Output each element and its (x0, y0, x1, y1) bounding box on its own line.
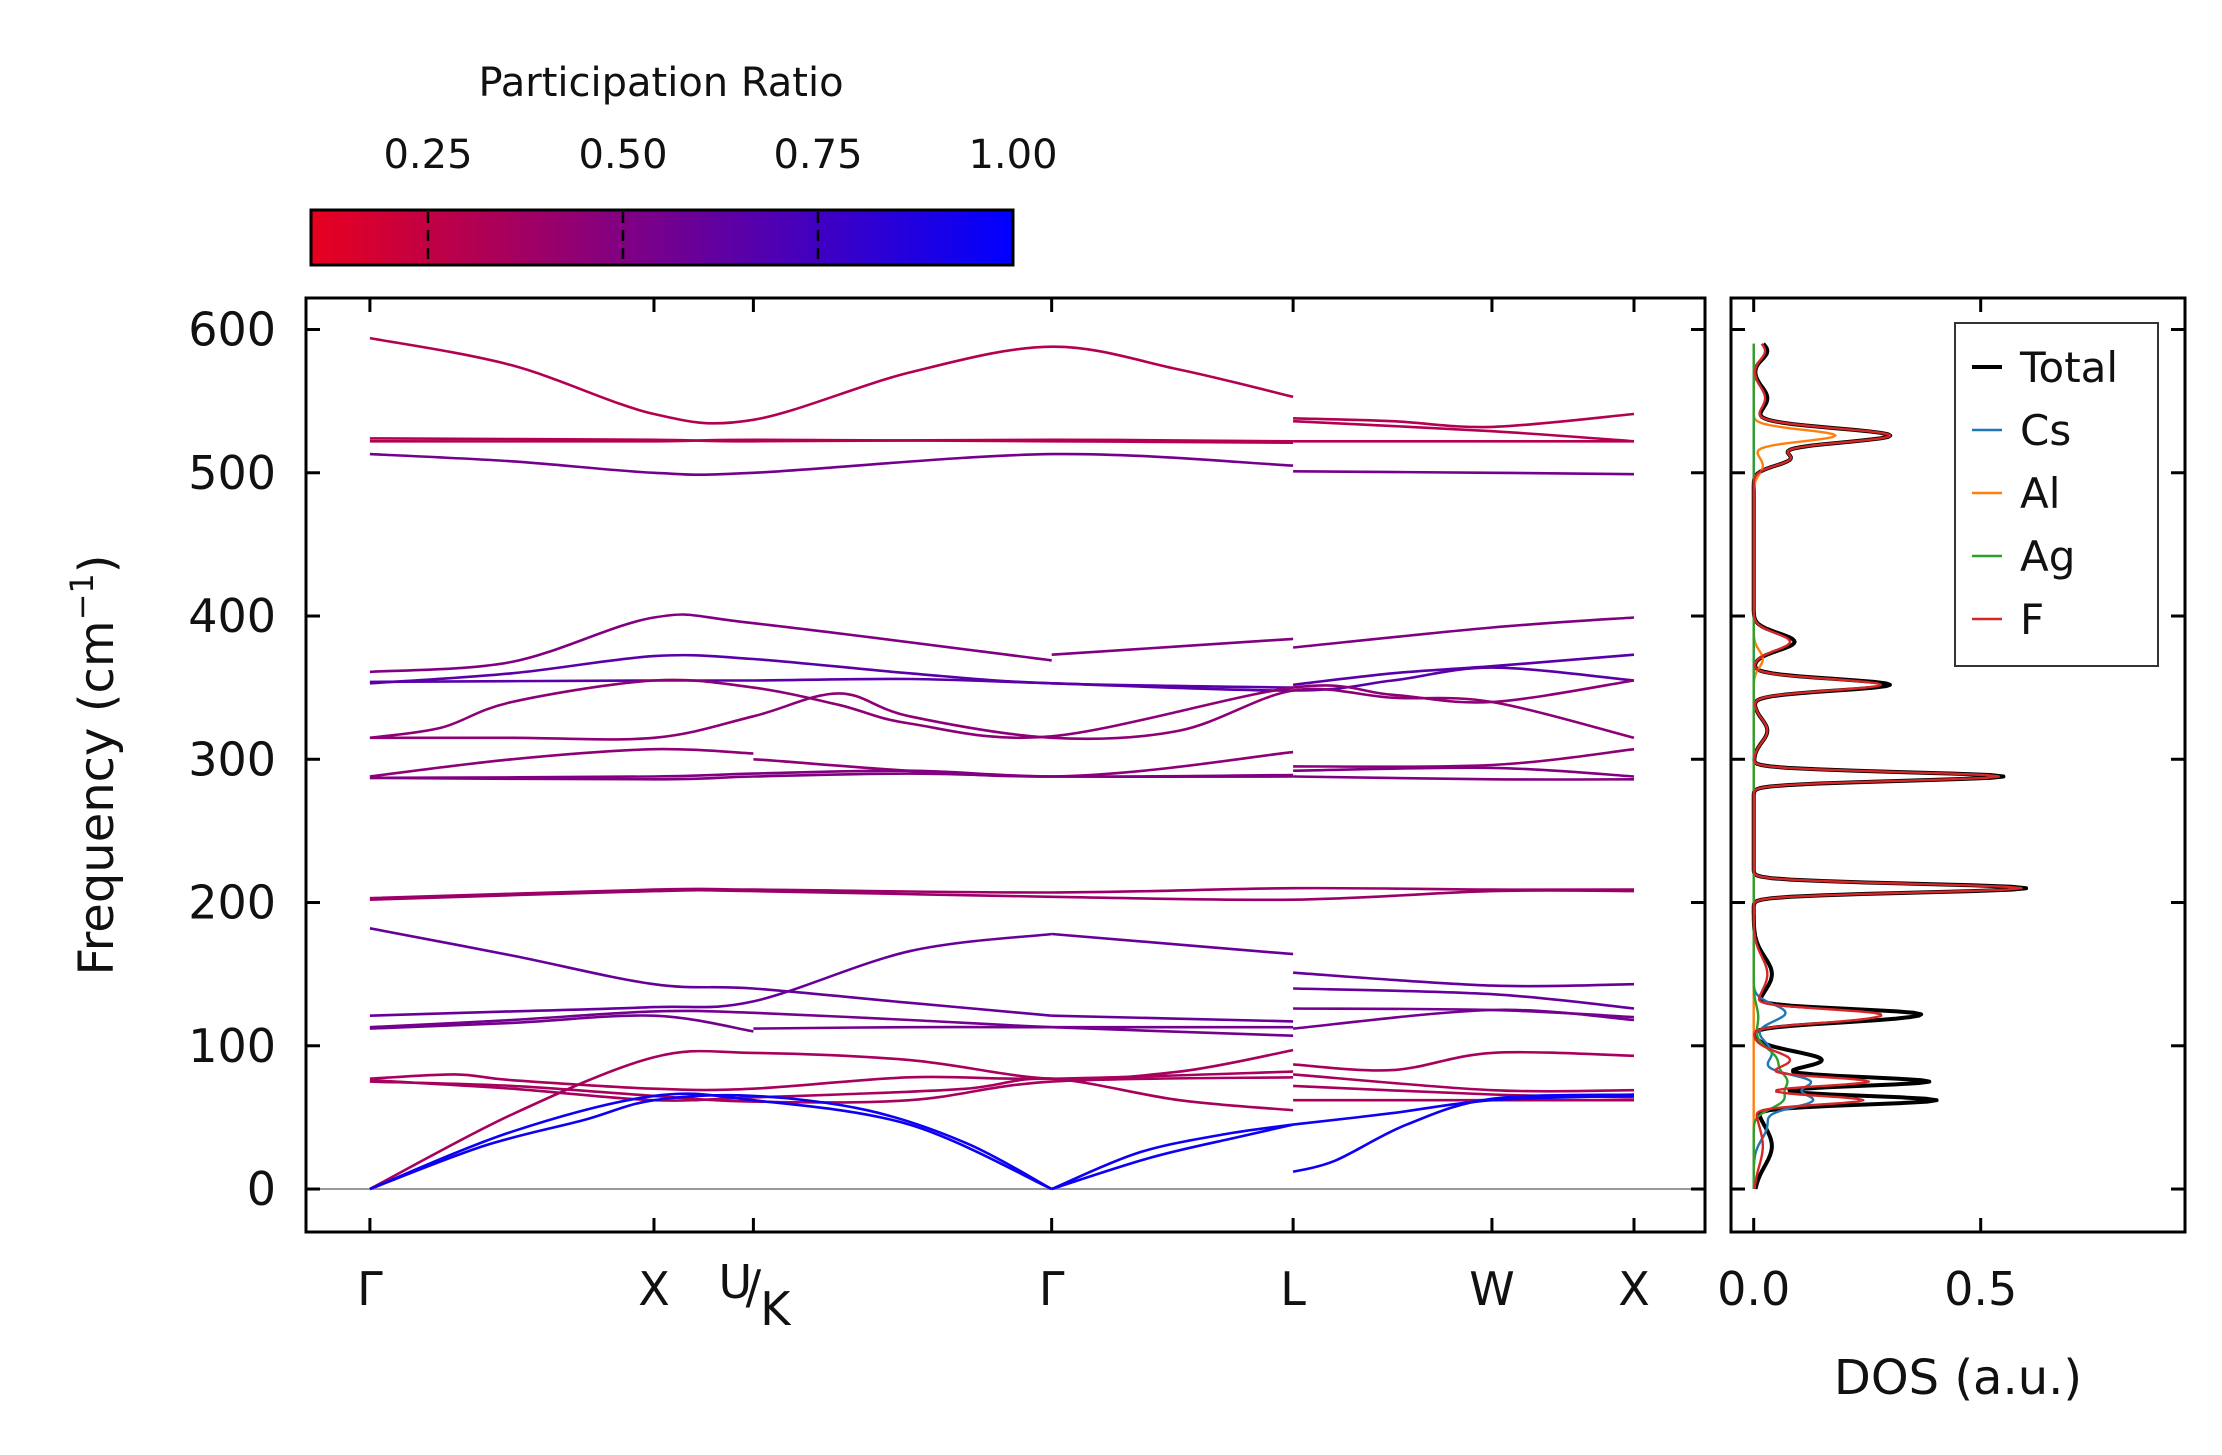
x-tick-label: L (1280, 1262, 1306, 1316)
phonon-band-24 (1051, 1123, 1294, 1191)
phonon-band-25 (1051, 1123, 1294, 1191)
phonon-band-15 (369, 932, 1052, 1017)
x-tick-label-slash: / (746, 1260, 762, 1314)
phonon-band-18 (1293, 1050, 1635, 1072)
phonon-band-16 (369, 1009, 1294, 1037)
phonon-band-27 (1292, 1093, 1635, 1174)
phonon-band-26 (1292, 1094, 1635, 1126)
legend-label-al: Al (2020, 469, 2060, 518)
dos-x-ticks: 0.0 0.5 (1717, 298, 2017, 1316)
dos-frame (1729, 296, 2187, 1234)
legend-label-ag: Ag (2020, 532, 2075, 581)
phonon-band-19 (1292, 1073, 1635, 1093)
dos-curve-f (1752, 343, 2023, 1190)
legend-label-total: Total (2019, 343, 2118, 392)
phonon-band-12 (369, 886, 1635, 900)
phonon-band-1 (369, 438, 1294, 444)
phonon-band-0 (1293, 412, 1635, 429)
y-tick-label: 500 (188, 446, 276, 500)
phonon-band-5 (1292, 653, 1635, 687)
x-tick-label: Γ (1039, 1262, 1065, 1316)
phonon-band-22 (369, 1094, 1053, 1191)
phonon-band-14 (369, 927, 1052, 1017)
colorbar-gradient (309, 208, 1015, 267)
dos-curves (1751, 342, 2029, 1190)
x-tick-label: W (1469, 1262, 1514, 1316)
x-tick-label: Γ (357, 1262, 383, 1316)
legend-label-f: F (2020, 595, 2044, 644)
colorbar-ticks (426, 212, 820, 263)
y-tick-label: 300 (188, 732, 276, 786)
dos-legend: Total Cs Al Ag F (1954, 322, 2159, 667)
phonon-band-4 (369, 613, 1052, 674)
legend-label-cs: Cs (2020, 406, 2071, 455)
y-tick-label: 600 (188, 303, 276, 357)
band-structure-frame (304, 296, 1707, 1234)
phonon-band-20 (369, 1077, 1294, 1112)
phonon-band-13 (369, 888, 1635, 902)
phonon-bands (306, 336, 1705, 1191)
legend-frame (1954, 322, 2159, 667)
phonon-band-17 (753, 1025, 1294, 1030)
phonon-band-15 (1293, 987, 1635, 1010)
phonon-band-2 (369, 437, 1294, 443)
y-tick-label: 400 (188, 589, 276, 643)
phonon-band-6 (369, 666, 1635, 692)
phonon-band-11 (369, 772, 1294, 781)
phonon-band-21 (369, 1076, 1294, 1104)
dos-panel: 0.0 0.5 DOS (a.u.) Total Cs Al Ag F (1717, 296, 2187, 1406)
phonon-band-23 (369, 1092, 1053, 1191)
dos-x-tick-label: 0.0 (1717, 1262, 1790, 1316)
colorbar: Participation Ratio 0.25 0.50 0.75 1.00 (309, 60, 1058, 267)
phonon-band-9 (753, 750, 1294, 778)
colorbar-tick-label: 0.75 (773, 132, 862, 178)
phonon-band-11 (1293, 775, 1635, 781)
phonon-band-3 (1293, 470, 1635, 476)
dos-x-axis-label: DOS (a.u.) (1834, 1350, 2082, 1406)
phonon-band-4 (1292, 616, 1635, 649)
phonon-band-5 (369, 653, 1294, 689)
y-axis-ticks: 0 100 200 300 400 500 600 (188, 303, 1705, 1216)
y-tick-label: 0 (247, 1162, 276, 1216)
phonon-band-17 (369, 1014, 754, 1033)
phonon-band-14 (1293, 971, 1635, 988)
phonon-band-19 (369, 1070, 1294, 1092)
x-axis-ticks: Γ X U/K Γ L W X (357, 298, 1650, 1336)
colorbar-tick-label: 1.00 (968, 132, 1057, 178)
phonon-band-10 (1293, 766, 1635, 778)
phonon-band-3 (369, 452, 1294, 477)
phonon-band-9 (1293, 747, 1635, 769)
x-tick-label: X (638, 1262, 670, 1316)
phonon-band-17 (1292, 1008, 1635, 1030)
colorbar-tick-label: 0.25 (383, 132, 472, 178)
phonon-band-18 (369, 1048, 1294, 1191)
x-tick-label-sub: K (760, 1282, 792, 1336)
phonon-band-4 (1051, 637, 1294, 656)
colorbar-tick-label: 0.50 (578, 132, 667, 178)
phonon-band-15 (1051, 932, 1294, 956)
y-tick-label: 100 (188, 1019, 276, 1073)
x-tick-label: U (719, 1255, 753, 1309)
phonon-band-0 (369, 336, 1294, 425)
phonon-band-7 (369, 678, 1635, 740)
dos-y-ticks (1731, 328, 2185, 1191)
y-tick-label: 200 (188, 876, 276, 930)
dos-x-tick-label: 0.5 (1944, 1262, 2017, 1316)
y-axis-label: Frequency (cm−1) (63, 554, 125, 975)
x-tick-label: X (1618, 1262, 1650, 1316)
colorbar-tick-labels: 0.25 0.50 0.75 1.00 (383, 132, 1057, 178)
phonon-band-8 (369, 687, 1635, 741)
phonon-band-1 (1293, 419, 1635, 443)
colorbar-label: Participation Ratio (478, 60, 843, 106)
phonon-band-14 (1051, 1014, 1294, 1023)
phonon-band-9 (369, 747, 754, 778)
